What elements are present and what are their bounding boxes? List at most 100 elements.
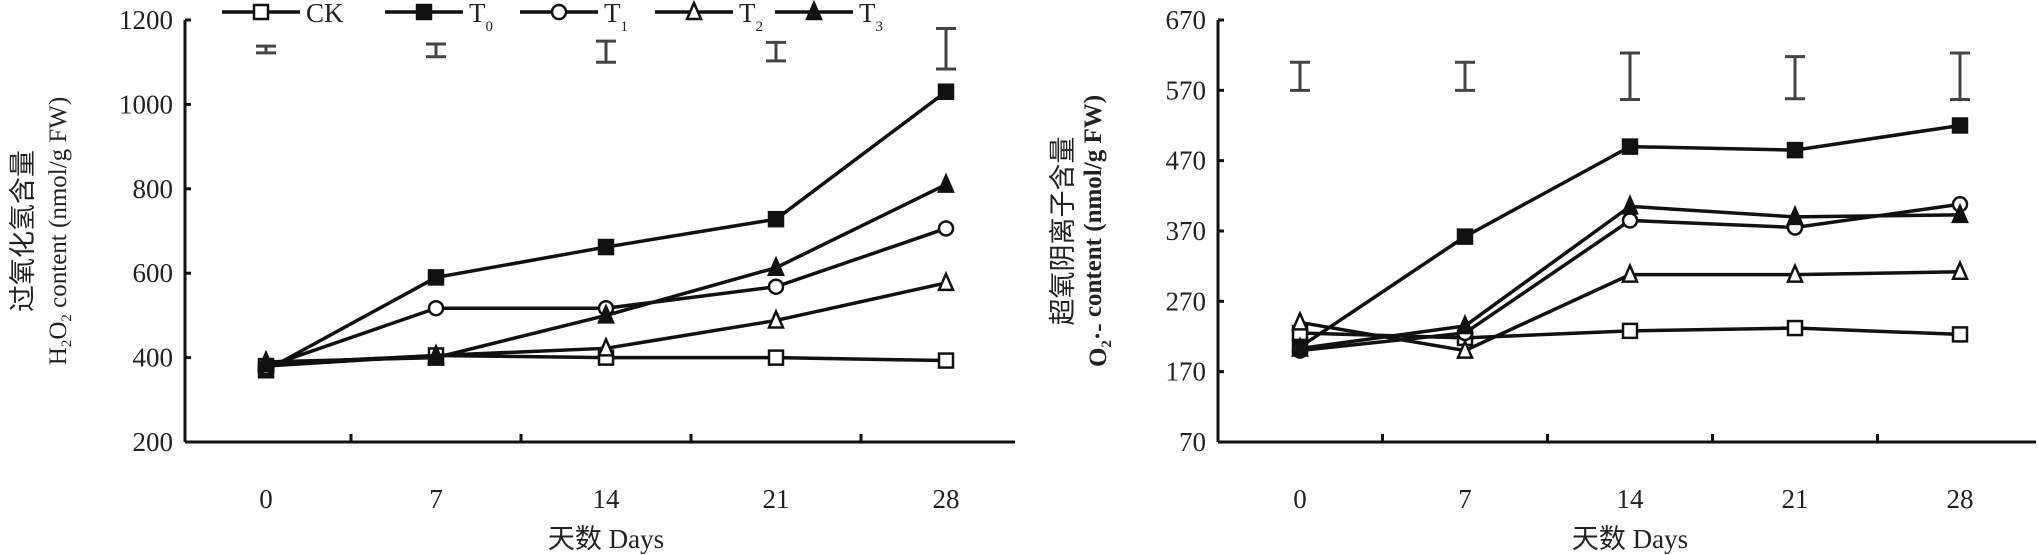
square-filled-icon [415,3,433,21]
data-point [1951,259,1969,281]
y-tick-label: 170 [1166,357,1207,387]
error-bar [596,39,616,64]
data-point [597,303,615,324]
error-bar [256,44,276,55]
data-point [427,299,445,317]
x-axis-label: 天数 Days [1572,524,1688,554]
legend-subscript: 1 [621,19,629,35]
data-point [427,269,445,286]
data-point [1786,319,1804,337]
y-tick-label: 600 [133,258,174,288]
x-tick-label: 0 [259,484,273,514]
legend: CK T0 T1 T2 T3 [222,0,883,35]
legend-item-t2: T2 [655,0,763,35]
data-point [767,349,785,366]
y-tick-label: 470 [1166,146,1207,176]
y-tick-label: 400 [133,343,174,373]
data-point [1786,141,1804,159]
data-point [1951,117,1969,134]
legend-subscript: 3 [876,19,884,35]
data-point [1951,326,1969,343]
x-tick-label: 21 [1782,484,1809,514]
data-point [937,83,955,100]
error-bar [426,42,446,59]
chart-panel-2: 70 170 270 370 470 570 670 0 7 14 21 28 天数 Days 超氧阴离子… [1048,5,2036,554]
legend-item-t3: T3 [775,0,883,35]
label-part: O [45,322,72,340]
x-tick-label: 7 [429,484,443,514]
error-bar [1455,60,1475,92]
data-point [1786,262,1804,283]
legend-item-t1: T1 [520,0,628,35]
label-part: O [1085,348,1112,367]
data-point [937,352,955,369]
data-point [1456,313,1474,335]
y-tick-label: 270 [1166,286,1207,316]
data-point [767,255,785,276]
label-part: content (nmol/g FW) [45,97,72,314]
data-point [767,278,785,295]
x-tick-label: 14 [1617,484,1645,514]
subscript: 2 [59,340,75,348]
y-axis-label-cn: 超氧阴离子含量 [1048,137,1078,326]
error-bar [1290,60,1310,92]
data-point [1291,336,1309,357]
data-point [937,220,955,237]
legend-subscript: 0 [486,19,494,35]
legend-label: T0 [469,0,493,35]
y-tick-label: 1200 [119,5,173,35]
error-bar [766,40,786,63]
series-line [265,183,947,364]
legend-name: T [859,0,876,28]
triangle-filled-icon [805,0,823,21]
y-tick-label: 200 [133,427,174,457]
legend-name: T [469,0,486,28]
legend-label: T2 [739,0,763,35]
label-part: H [45,347,72,365]
data-point [427,345,445,366]
label-part: content (nmol/g FW) [1080,95,1107,323]
square-open-icon [252,3,270,21]
error-bar [1785,55,1805,101]
x-tick-label: 14 [593,484,621,514]
y-tick-label: 370 [1166,216,1207,246]
y-tick-label: 670 [1166,5,1207,35]
x-axis-label: 天数 Days [548,524,664,554]
y-tick-label: 1000 [119,89,173,119]
data-point [1456,338,1474,359]
data-point [767,210,785,228]
legend-label: T1 [604,0,628,35]
circle-open-icon [550,3,568,21]
data-point [597,238,615,256]
triangle-open-icon [685,0,703,21]
series-T3 [257,172,955,371]
legend-name: T [739,0,756,28]
subscript: 2 [59,314,75,322]
data-point [1621,262,1639,283]
legend-item-t0: T0 [385,0,493,35]
data-point [1951,202,1969,224]
data-point [937,172,955,193]
data-point [937,270,955,292]
data-point [597,336,615,357]
y-tick-label: 570 [1166,75,1207,105]
legend-name: T [604,0,621,28]
data-point [1621,138,1639,155]
series-line [265,90,948,372]
data-point [767,308,785,329]
series-T2 [1291,259,1969,359]
data-point [1621,322,1639,340]
data-point [1456,228,1474,245]
data-point [1621,212,1639,229]
error-bar [1620,51,1640,101]
x-tick-label: 0 [1293,484,1307,514]
x-tick-label: 28 [1947,484,1974,514]
series-T0 [1291,117,1969,356]
x-tick-label: 7 [1458,484,1472,514]
y-tick-label: 70 [1179,427,1206,457]
series-T3 [1291,194,1969,357]
x-tick-label: 28 [933,484,960,514]
y-axis-label-en: H2O2 content (nmol/g FW) [45,97,75,365]
legend-item-ck: CK [222,0,344,28]
